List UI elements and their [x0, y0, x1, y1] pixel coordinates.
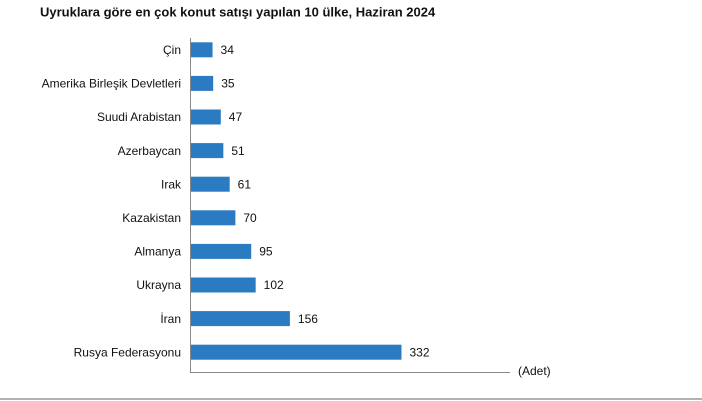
value-label: 95: [259, 245, 273, 259]
bar: [191, 210, 236, 226]
bar: [191, 277, 256, 293]
value-label: 102: [264, 278, 284, 292]
bar: [191, 311, 290, 327]
chart-title: Uyruklara göre en çok konut satışı yapıl…: [40, 4, 436, 19]
x-axis-label: (Adet): [518, 364, 551, 378]
bar: [191, 344, 402, 360]
y-tick-label: İran: [160, 312, 181, 326]
y-tick-label: Rusya Federasyonu: [74, 345, 181, 359]
y-tick-label: Çin: [163, 43, 181, 57]
y-tick-label: Almanya: [134, 245, 181, 259]
value-label: 332: [409, 345, 429, 359]
y-tick-label: Kazakistan: [122, 211, 181, 225]
value-label: 34: [221, 43, 235, 57]
y-tick-label: Suudi Arabistan: [97, 110, 181, 124]
bar: [191, 42, 213, 58]
y-tick-label: Azerbaycan: [118, 144, 181, 158]
value-label: 61: [238, 177, 252, 191]
y-tick-label: Ukrayna: [136, 278, 181, 292]
bar: [191, 143, 224, 159]
bar: [191, 176, 230, 192]
value-label: 47: [229, 110, 243, 124]
y-tick-label: Irak: [161, 177, 182, 191]
bar: [191, 109, 221, 125]
y-tick-label: Amerika Birleşik Devletleri: [42, 77, 181, 91]
bar: [191, 75, 214, 91]
value-label: 51: [231, 144, 245, 158]
value-label: 156: [298, 312, 318, 326]
bar: [191, 243, 252, 259]
value-label: 70: [243, 211, 257, 225]
value-label: 35: [221, 77, 235, 91]
